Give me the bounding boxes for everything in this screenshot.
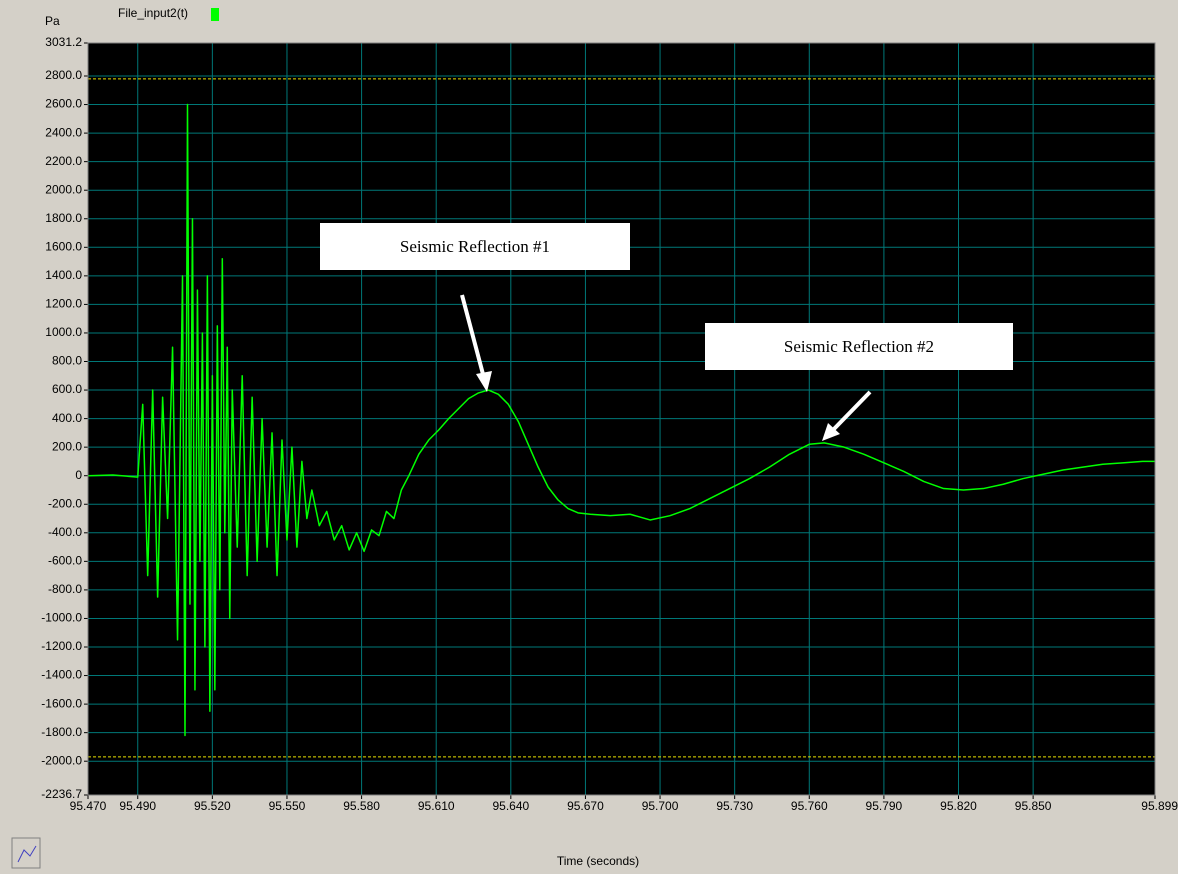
y-tick-label: 1600.0 [45, 239, 82, 253]
y-tick-label: 2200.0 [45, 154, 82, 168]
x-tick-label: 95.820 [940, 799, 977, 813]
legend-swatch [211, 8, 219, 21]
y-tick-label: -1600.0 [41, 696, 82, 710]
y-tick-label: -1000.0 [41, 611, 82, 625]
x-tick-label: 95.610 [418, 799, 455, 813]
y-tick-label: 1200.0 [45, 297, 82, 311]
arrow-shaft [831, 390, 872, 432]
x-tick-label: 95.520 [194, 799, 231, 813]
x-tick-label: 95.760 [791, 799, 828, 813]
arrow-head [822, 423, 840, 441]
x-tick-label: 95.850 [1015, 799, 1052, 813]
x-tick-label: 95.700 [642, 799, 679, 813]
y-tick-label: -800.0 [48, 582, 82, 596]
y-tick-label: -1800.0 [41, 725, 82, 739]
plot-border [87, 42, 1156, 796]
y-tick-label: 0 [75, 468, 82, 482]
y-tick-label: -1400.0 [41, 668, 82, 682]
x-tick-label: 95.730 [716, 799, 753, 813]
x-axis-label: Time (seconds) [557, 854, 639, 868]
annotation-box [705, 323, 1013, 370]
y-tick-label: 800.0 [52, 354, 82, 368]
signal-line [87, 103, 1155, 737]
x-tick-label: 95.790 [866, 799, 903, 813]
y-unit: Pa [45, 14, 60, 28]
y-tick-label: 2600.0 [45, 97, 82, 111]
y-tick-label: 200.0 [52, 439, 82, 453]
y-tick-label: -1200.0 [41, 639, 82, 653]
arrow-shaft [460, 294, 486, 379]
y-tick-label: -2236.7 [41, 787, 82, 801]
x-tick-label: 95.580 [343, 799, 380, 813]
y-tick-label: 2800.0 [45, 68, 82, 82]
annotation-box [320, 223, 630, 270]
annotation: Seismic Reflection #2 [784, 337, 934, 356]
y-tick-label: 1800.0 [45, 211, 82, 225]
x-tick-label: 95.490 [119, 799, 156, 813]
x-tick-label: 95.640 [492, 799, 529, 813]
y-tick-label: 1400.0 [45, 268, 82, 282]
y-tick-label: 2400.0 [45, 125, 82, 139]
y-tick-label: -2000.0 [41, 753, 82, 767]
chart-icon [17, 845, 37, 863]
annotation: Seismic Reflection #1 [400, 237, 550, 256]
arrow-head [476, 371, 492, 392]
y-tick-label: 3031.2 [45, 35, 82, 49]
chart-icon-button[interactable] [11, 837, 41, 869]
y-tick-label: 2000.0 [45, 182, 82, 196]
x-tick-label: 95.550 [269, 799, 306, 813]
y-tick-label: 600.0 [52, 382, 82, 396]
x-tick-label: 95.470 [70, 799, 107, 813]
y-tick-label: 400.0 [52, 411, 82, 425]
y-tick-label: -600.0 [48, 554, 82, 568]
legend-label: File_input2(t) [118, 6, 188, 20]
y-tick-label: 1000.0 [45, 325, 82, 339]
y-tick-label: -400.0 [48, 525, 82, 539]
x-tick-label: 95.899 [1141, 799, 1178, 813]
x-tick-label: 95.670 [567, 799, 604, 813]
y-tick-label: -200.0 [48, 496, 82, 510]
